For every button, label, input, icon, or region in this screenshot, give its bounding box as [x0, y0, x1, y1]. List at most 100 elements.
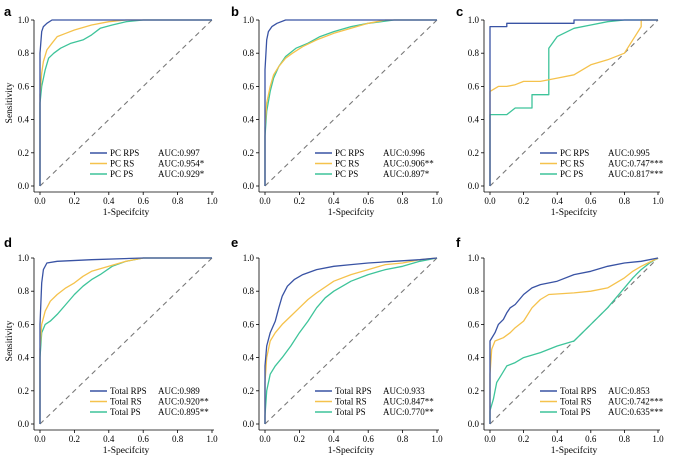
- x-tick-label: 0.8: [172, 196, 184, 206]
- y-tick-label: 0.2: [243, 386, 254, 396]
- y-tick-label: 0.4: [18, 115, 30, 125]
- legend-auc-total-ps: AUC:0.635***: [608, 407, 664, 417]
- y-tick-label: 0.4: [18, 353, 30, 363]
- y-axis-label: Sensitivity: [5, 82, 15, 123]
- y-tick-label: 0.6: [468, 319, 480, 329]
- x-tick-label: 0.0: [34, 434, 46, 444]
- legend-auc-pc-rs: AUC:0.954*: [158, 159, 205, 169]
- y-tick-label: 0.2: [468, 386, 479, 396]
- legend-label-total-ps: Total PS: [560, 407, 591, 417]
- roc-curve-pc-rps: [39, 19, 212, 186]
- roc-curve-total-rs: [489, 257, 659, 424]
- x-tick-label: 0.2: [294, 434, 305, 444]
- y-tick-label: 0.6: [243, 319, 255, 329]
- x-tick-label: 0.0: [484, 434, 496, 444]
- legend-label-pc-ps: PC PS: [110, 169, 133, 179]
- legend-auc-total-rps: AUC:0.853: [608, 386, 650, 396]
- panel-letter-d: d: [4, 235, 12, 250]
- y-tick-label: 0.0: [468, 419, 480, 429]
- x-tick-label: 1.0: [652, 196, 664, 206]
- x-tick-label: 0.8: [619, 196, 631, 206]
- legend-label-pc-rs: PC RS: [560, 159, 584, 169]
- y-tick-label: 0.0: [243, 419, 255, 429]
- legend-label-pc-rps: PC RPS: [560, 148, 589, 158]
- x-tick-label: 0.4: [103, 434, 115, 444]
- y-tick-label: 0.8: [468, 48, 480, 58]
- roc-curve-total-rps: [39, 257, 212, 424]
- legend-label-total-rps: Total RPS: [560, 386, 597, 396]
- x-tick-label: 0.4: [328, 434, 340, 444]
- roc-curve-total-ps: [264, 257, 438, 424]
- legend-auc-pc-rps: AUC:0.996: [383, 148, 425, 158]
- legend-auc-total-rs: AUC:0.742***: [608, 397, 664, 407]
- legend-label-pc-rs: PC RS: [335, 159, 359, 169]
- legend-label-total-ps: Total PS: [335, 407, 366, 417]
- x-axis-label: 1-Specifcity: [551, 207, 598, 218]
- legend-auc-total-rs: AUC:0.847**: [383, 397, 434, 407]
- y-tick-label: 1.0: [243, 253, 255, 263]
- legend-auc-pc-ps: AUC:0.817***: [608, 169, 664, 179]
- legend-auc-total-ps: AUC:0.770**: [383, 407, 434, 417]
- y-tick-label: 0.6: [243, 81, 255, 91]
- x-tick-label: 0.8: [397, 196, 409, 206]
- panel-c: c 0.0 0.2 0.4 0.6 0.8 1.0 0.0 0.2 0.4 0.6 0.8 1.0 1-S…: [456, 4, 664, 218]
- roc-curve-pc-rs: [264, 19, 437, 186]
- roc-curve-total-rs: [264, 257, 438, 424]
- y-tick-label: 0.4: [243, 353, 255, 363]
- x-tick-label: 1.0: [431, 434, 443, 444]
- panel-d: d 0.0 0.2 0.4 0.6 0.8 1.0 0.0 0.2 0.4 0.6 0.8 1.0 1-S…: [4, 235, 218, 456]
- y-tick-label: 0.2: [18, 148, 29, 158]
- x-tick-label: 0.2: [518, 434, 529, 444]
- y-tick-label: 0.6: [18, 319, 30, 329]
- legend-label-total-rs: Total RS: [110, 397, 142, 407]
- roc-curve-pc-ps: [39, 19, 212, 186]
- x-tick-label: 0.0: [259, 196, 271, 206]
- reference-diagonal: [489, 19, 659, 187]
- y-tick-label: 0.2: [243, 148, 254, 158]
- x-tick-label: 0.4: [103, 196, 115, 206]
- y-tick-label: 0.8: [243, 286, 255, 296]
- panel-letter-b: b: [231, 4, 239, 19]
- y-tick-label: 1.0: [468, 15, 480, 25]
- x-tick-label: 0.2: [294, 196, 305, 206]
- y-tick-label: 0.8: [18, 286, 30, 296]
- roc-curve-pc-rs: [39, 19, 212, 186]
- x-tick-label: 0.4: [552, 196, 564, 206]
- y-tick-label: 0.2: [18, 386, 29, 396]
- legend-auc-total-ps: AUC:0.895**: [158, 407, 209, 417]
- y-tick-label: 0.0: [468, 181, 480, 191]
- y-tick-label: 0.2: [468, 148, 479, 158]
- x-tick-label: 1.0: [206, 434, 218, 444]
- x-axis-label: 1-Specifcity: [328, 445, 375, 456]
- x-tick-label: 0.6: [585, 196, 597, 206]
- x-tick-label: 0.6: [363, 434, 375, 444]
- y-tick-label: 0.0: [18, 419, 30, 429]
- panel-a: a 0.0 0.2 0.4 0.6 0.8 1.0 0.0 0.2 0.4 0.6 0.8 1.0 1-S…: [4, 4, 218, 218]
- x-tick-label: 0.6: [585, 434, 597, 444]
- legend-label-pc-rs: PC RS: [110, 159, 134, 169]
- x-axis-label: 1-Specifcity: [551, 445, 598, 456]
- legend-auc-pc-rps: AUC:0.997: [158, 148, 200, 158]
- legend-auc-pc-ps: AUC:0.897*: [383, 169, 430, 179]
- panel-letter-e: e: [231, 235, 238, 250]
- y-tick-label: 0.8: [243, 48, 255, 58]
- legend-label-pc-ps: PC PS: [335, 169, 358, 179]
- y-tick-label: 0.0: [18, 181, 30, 191]
- x-tick-label: 0.6: [138, 434, 150, 444]
- y-tick-label: 1.0: [18, 15, 30, 25]
- reference-diagonal: [39, 19, 213, 187]
- legend-auc-total-rps: AUC:0.989: [158, 386, 200, 396]
- legend-auc-pc-ps: AUC:0.929*: [158, 169, 205, 179]
- x-tick-label: 0.0: [34, 196, 46, 206]
- x-tick-label: 0.2: [69, 434, 80, 444]
- legend-auc-pc-rs: AUC:0.747***: [608, 159, 664, 169]
- legend-label-total-ps: Total PS: [110, 407, 141, 417]
- legend-auc-total-rps: AUC:0.933: [383, 386, 425, 396]
- legend-auc-pc-rps: AUC:0.995: [608, 148, 650, 158]
- x-tick-label: 0.4: [328, 196, 340, 206]
- x-tick-label: 0.0: [484, 196, 496, 206]
- x-tick-label: 1.0: [206, 196, 218, 206]
- roc-curve-pc-rps: [489, 19, 658, 186]
- x-tick-label: 0.6: [363, 196, 375, 206]
